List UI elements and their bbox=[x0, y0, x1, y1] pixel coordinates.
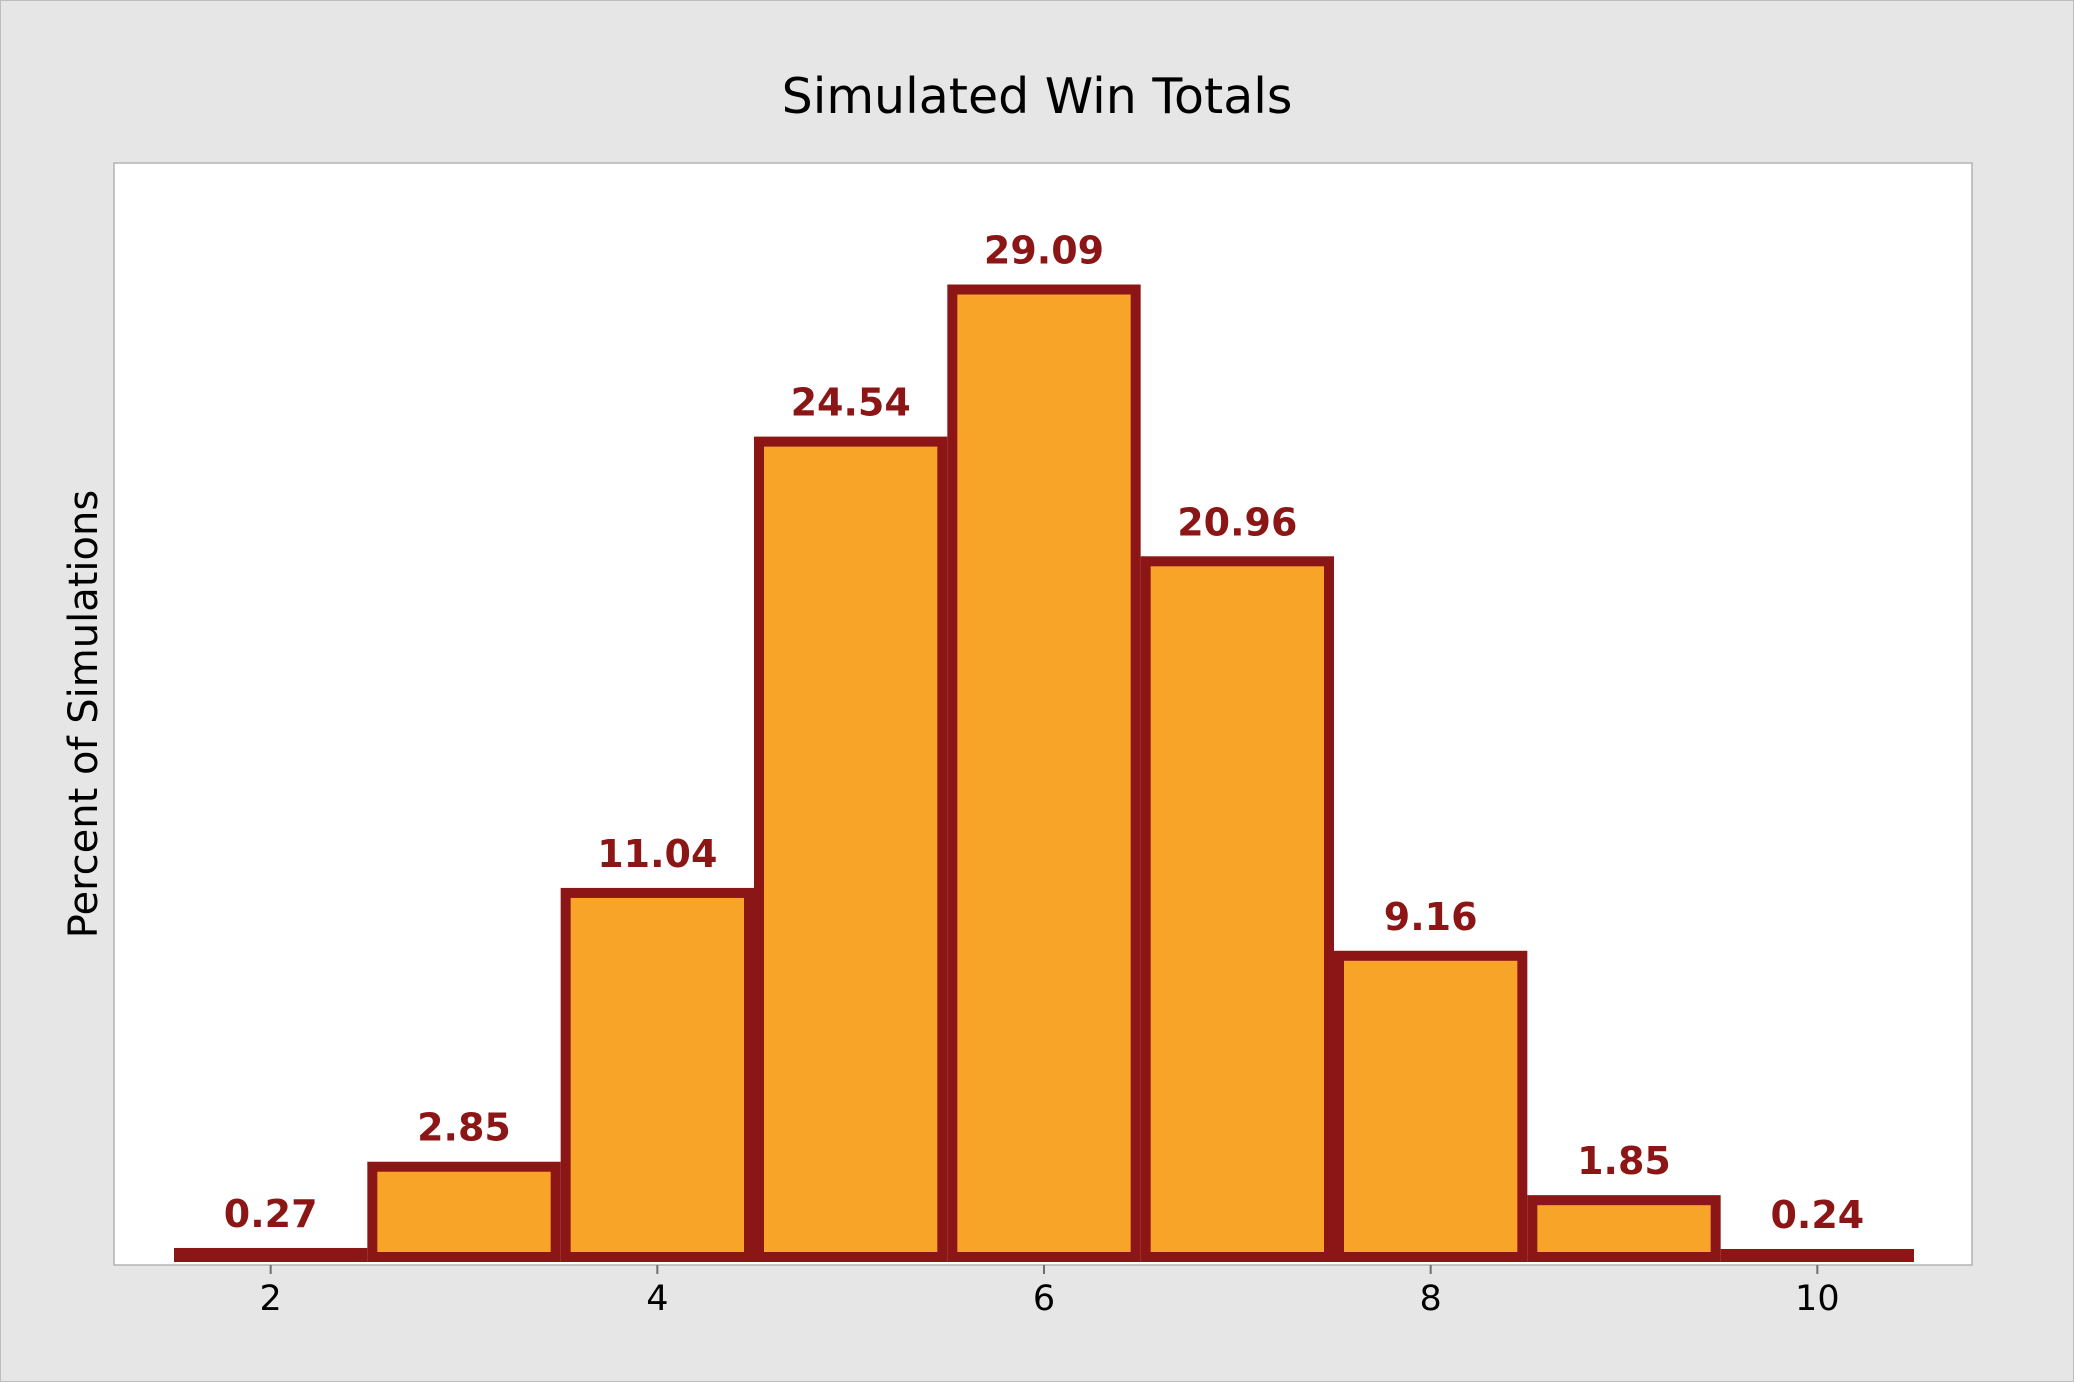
y-axis-label: Percent of Simulations bbox=[61, 490, 107, 938]
x-tick-label: 2 bbox=[260, 1279, 282, 1319]
data-label: 11.04 bbox=[597, 832, 717, 876]
bars-group bbox=[174, 284, 1914, 1263]
bar bbox=[560, 887, 755, 1262]
x-axis: 2 4 6 8 10 bbox=[260, 1265, 1840, 1319]
data-label: 0.24 bbox=[1770, 1193, 1864, 1237]
data-label: 1.85 bbox=[1577, 1139, 1671, 1183]
data-label: 20.96 bbox=[1177, 500, 1297, 544]
data-labels-group: 0.27 2.85 11.04 24.54 29.09 20.96 9.16 1.85 0.24 bbox=[224, 229, 1864, 1237]
bar bbox=[1527, 1195, 1721, 1262]
data-label: 0.27 bbox=[224, 1192, 318, 1236]
bar bbox=[1334, 950, 1528, 1262]
x-tick-label: 8 bbox=[1420, 1279, 1442, 1319]
bar bbox=[754, 436, 948, 1262]
bar bbox=[367, 1161, 561, 1262]
chart-title: Simulated Win Totals bbox=[782, 68, 1293, 125]
x-tick-label: 6 bbox=[1033, 1279, 1055, 1319]
x-tick-label: 10 bbox=[1795, 1279, 1840, 1319]
bar bbox=[1720, 1248, 1914, 1262]
data-label: 29.09 bbox=[984, 229, 1104, 273]
x-tick-label: 4 bbox=[646, 1279, 668, 1319]
bar bbox=[1140, 556, 1334, 1262]
data-label: 9.16 bbox=[1384, 895, 1478, 939]
data-label: 2.85 bbox=[417, 1106, 511, 1150]
data-label: 24.54 bbox=[791, 381, 911, 425]
bar bbox=[174, 1247, 368, 1262]
bar bbox=[947, 284, 1141, 1263]
